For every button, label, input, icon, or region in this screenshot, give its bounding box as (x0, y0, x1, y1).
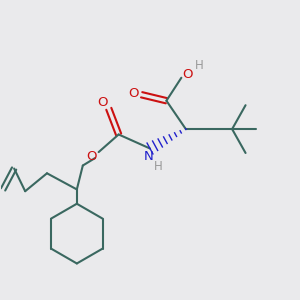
Text: O: O (128, 87, 139, 100)
Text: N: N (144, 150, 153, 164)
Text: O: O (182, 68, 193, 81)
Text: O: O (86, 150, 96, 163)
Text: H: H (154, 160, 163, 173)
Text: O: O (97, 96, 107, 109)
Text: H: H (195, 59, 204, 72)
